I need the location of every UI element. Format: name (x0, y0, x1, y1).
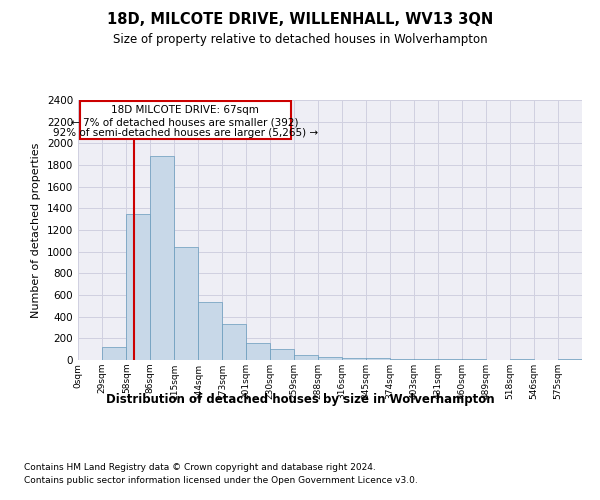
Text: 18D MILCOTE DRIVE: 67sqm: 18D MILCOTE DRIVE: 67sqm (111, 105, 259, 115)
Text: 92% of semi-detached houses are larger (5,265) →: 92% of semi-detached houses are larger (… (53, 128, 318, 138)
Text: Size of property relative to detached houses in Wolverhampton: Size of property relative to detached ho… (113, 32, 487, 46)
FancyBboxPatch shape (80, 100, 291, 139)
Text: Distribution of detached houses by size in Wolverhampton: Distribution of detached houses by size … (106, 392, 494, 406)
Y-axis label: Number of detached properties: Number of detached properties (31, 142, 41, 318)
Text: Contains HM Land Registry data © Crown copyright and database right 2024.: Contains HM Land Registry data © Crown c… (24, 462, 376, 471)
Bar (150, 156, 174, 360)
Text: 18D, MILCOTE DRIVE, WILLENHALL, WV13 3QN: 18D, MILCOTE DRIVE, WILLENHALL, WV13 3QN (107, 12, 493, 28)
Bar (294, 354, 319, 360)
Bar (174, 248, 198, 360)
Text: Contains public sector information licensed under the Open Government Licence v3: Contains public sector information licen… (24, 476, 418, 485)
Bar (319, 357, 341, 360)
Bar (223, 324, 246, 360)
Text: ← 7% of detached houses are smaller (392): ← 7% of detached houses are smaller (392… (71, 118, 299, 128)
Bar (127, 214, 150, 360)
Bar (341, 358, 366, 360)
Bar (246, 342, 270, 360)
Bar (270, 349, 294, 360)
Bar (102, 347, 127, 360)
Bar (366, 358, 390, 360)
Bar (390, 359, 414, 360)
Bar (198, 302, 223, 360)
